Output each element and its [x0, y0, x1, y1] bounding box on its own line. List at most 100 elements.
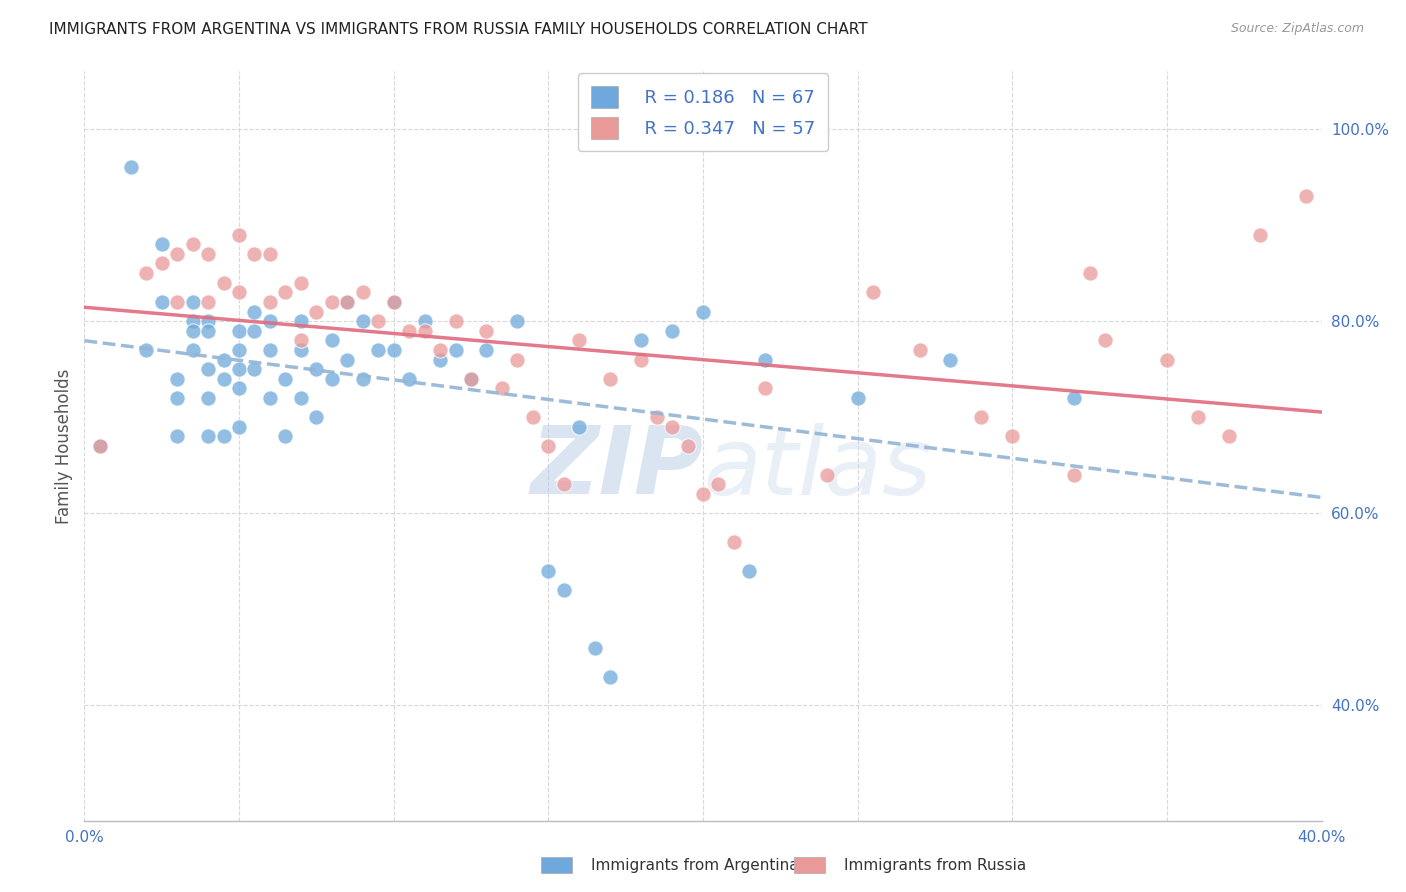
Text: Immigrants from Argentina: Immigrants from Argentina [591, 858, 799, 872]
Point [243, 247, 266, 261]
Point [166, 372, 188, 386]
Point [522, 410, 544, 425]
Point [429, 352, 451, 367]
Point [444, 314, 467, 328]
Point [181, 343, 204, 357]
Point [243, 304, 266, 318]
Point [228, 285, 250, 300]
Point [212, 429, 235, 443]
Point [259, 314, 281, 328]
Point [336, 352, 359, 367]
Point [707, 477, 730, 491]
Text: IMMIGRANTS FROM ARGENTINA VS IMMIGRANTS FROM RUSSIA FAMILY HOUSEHOLDS CORRELATIO: IMMIGRANTS FROM ARGENTINA VS IMMIGRANTS … [49, 22, 868, 37]
Point [197, 314, 219, 328]
Point [1001, 429, 1024, 443]
Point [553, 477, 575, 491]
Point [676, 439, 699, 453]
Point [89, 439, 111, 453]
Point [150, 256, 173, 270]
Point [444, 343, 467, 357]
Point [537, 564, 560, 578]
Point [352, 285, 374, 300]
Point [692, 487, 714, 501]
Point [166, 247, 188, 261]
Point [135, 343, 157, 357]
Point [1094, 334, 1116, 348]
Point [305, 362, 328, 376]
Point [228, 227, 250, 242]
Point [274, 429, 297, 443]
Point [305, 304, 328, 318]
Point [1156, 352, 1178, 367]
Point [491, 381, 513, 395]
Point [150, 294, 173, 309]
Point [228, 343, 250, 357]
Point [599, 669, 621, 683]
Point [367, 343, 389, 357]
Point [460, 372, 482, 386]
Text: Immigrants from Russia: Immigrants from Russia [844, 858, 1026, 872]
Point [846, 391, 869, 405]
Point [553, 583, 575, 598]
Point [754, 352, 776, 367]
Point [197, 429, 219, 443]
Point [259, 391, 281, 405]
Text: ZIP: ZIP [530, 423, 703, 515]
Point [197, 391, 219, 405]
Point [1187, 410, 1209, 425]
Point [120, 161, 142, 175]
Point [398, 324, 420, 338]
Point [568, 334, 591, 348]
Y-axis label: Family Households: Family Households [55, 368, 73, 524]
Point [243, 362, 266, 376]
Point [352, 372, 374, 386]
Point [228, 362, 250, 376]
Point [197, 247, 219, 261]
Point [197, 294, 219, 309]
Point [243, 324, 266, 338]
Point [661, 419, 683, 434]
Point [290, 391, 312, 405]
Point [908, 343, 931, 357]
Point [1063, 391, 1085, 405]
Point [352, 314, 374, 328]
Point [413, 314, 436, 328]
Point [460, 372, 482, 386]
Point [537, 439, 560, 453]
Point [181, 324, 204, 338]
Point [939, 352, 962, 367]
Point [645, 410, 668, 425]
Point [382, 343, 405, 357]
Point [815, 467, 838, 482]
Point [1063, 467, 1085, 482]
Point [197, 324, 219, 338]
Point [970, 410, 993, 425]
Point [336, 294, 359, 309]
Point [89, 439, 111, 453]
Point [367, 314, 389, 328]
Point [568, 419, 591, 434]
Point [1249, 227, 1271, 242]
Point [274, 285, 297, 300]
Point [166, 391, 188, 405]
Point [475, 343, 498, 357]
Point [274, 372, 297, 386]
Point [398, 372, 420, 386]
Point [166, 429, 188, 443]
Point [475, 324, 498, 338]
Point [382, 294, 405, 309]
Point [336, 294, 359, 309]
Point [382, 294, 405, 309]
Point [290, 334, 312, 348]
Point [290, 343, 312, 357]
Point [290, 314, 312, 328]
Point [181, 314, 204, 328]
Point [630, 352, 652, 367]
Point [305, 410, 328, 425]
Point [321, 334, 343, 348]
Point [630, 334, 652, 348]
Point [290, 276, 312, 290]
Point [506, 352, 529, 367]
Point [166, 294, 188, 309]
Point [723, 535, 745, 549]
